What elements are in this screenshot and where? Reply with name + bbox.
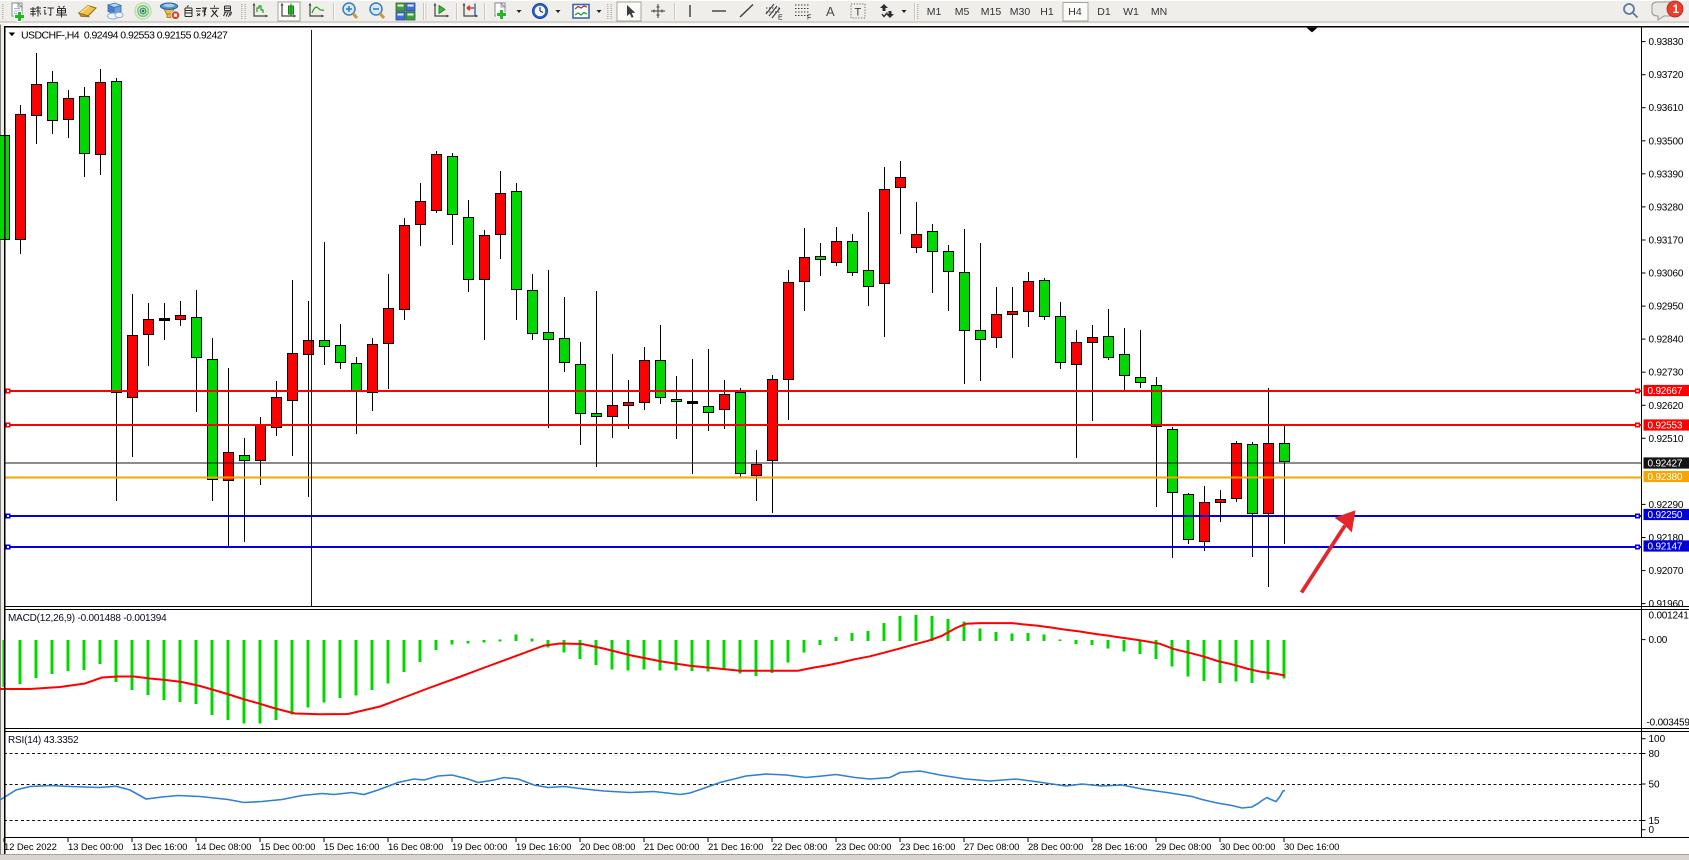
svg-text:80: 80 <box>1649 749 1661 760</box>
svg-text:21 Dec 16:00: 21 Dec 16:00 <box>708 842 763 853</box>
svg-text:F: F <box>807 15 811 22</box>
svg-text:23 Dec 16:00: 23 Dec 16:00 <box>900 842 955 853</box>
svg-text:0.92950: 0.92950 <box>1649 302 1684 313</box>
svg-text:0.92147: 0.92147 <box>1648 542 1683 553</box>
svg-text:H4: H4 <box>1068 6 1082 18</box>
svg-text:MACD(12,26,9) -0.001488 -0.001: MACD(12,26,9) -0.001488 -0.001394 <box>8 613 167 624</box>
svg-text:0.93720: 0.93720 <box>1649 70 1684 81</box>
svg-text:13 Dec 16:00: 13 Dec 16:00 <box>132 842 187 853</box>
svg-text:0.00: 0.00 <box>1649 635 1668 646</box>
svg-text:RSI(14) 43.3352: RSI(14) 43.3352 <box>8 735 79 746</box>
svg-text:M5: M5 <box>955 6 970 18</box>
svg-text:0.93280: 0.93280 <box>1649 202 1684 213</box>
svg-text:0.93170: 0.93170 <box>1649 236 1684 247</box>
svg-text:16 Dec 08:00: 16 Dec 08:00 <box>388 842 443 853</box>
svg-text:0.92290: 0.92290 <box>1649 500 1684 511</box>
svg-text:14 Dec 08:00: 14 Dec 08:00 <box>196 842 251 853</box>
svg-text:0.91960: 0.91960 <box>1649 599 1684 610</box>
svg-text:30 Dec 00:00: 30 Dec 00:00 <box>1220 842 1275 853</box>
svg-text:28 Dec 16:00: 28 Dec 16:00 <box>1092 842 1147 853</box>
svg-text:E: E <box>778 15 783 22</box>
svg-text:0.92667: 0.92667 <box>1648 386 1683 397</box>
svg-text:0.93830: 0.93830 <box>1649 37 1684 48</box>
svg-text:23 Dec 00:00: 23 Dec 00:00 <box>836 842 891 853</box>
svg-text:22 Dec 08:00: 22 Dec 08:00 <box>772 842 827 853</box>
svg-text:15: 15 <box>1649 816 1661 827</box>
svg-text:0.92510: 0.92510 <box>1649 434 1684 445</box>
svg-text:0: 0 <box>1649 825 1655 836</box>
svg-text:0.93500: 0.93500 <box>1649 136 1684 147</box>
svg-text:-0.003459: -0.003459 <box>1647 718 1689 729</box>
svg-text:28 Dec 00:00: 28 Dec 00:00 <box>1028 842 1083 853</box>
svg-text:0.92380: 0.92380 <box>1648 472 1683 483</box>
svg-text:0.92553: 0.92553 <box>1648 421 1683 432</box>
svg-text:15 Dec 00:00: 15 Dec 00:00 <box>260 842 315 853</box>
svg-text:0.93610: 0.93610 <box>1649 103 1684 114</box>
svg-text:29 Dec 08:00: 29 Dec 08:00 <box>1156 842 1211 853</box>
svg-text:0.93390: 0.93390 <box>1649 169 1684 180</box>
svg-text:M15: M15 <box>981 6 1002 18</box>
svg-text:50: 50 <box>1649 780 1661 791</box>
svg-text:M30: M30 <box>1010 6 1031 18</box>
svg-text:D1: D1 <box>1097 6 1111 18</box>
svg-text:19 Dec 00:00: 19 Dec 00:00 <box>452 842 507 853</box>
svg-text:M1: M1 <box>927 6 942 18</box>
svg-text:12 Dec 2022: 12 Dec 2022 <box>4 842 57 853</box>
svg-text:W1: W1 <box>1123 6 1139 18</box>
svg-text:0.92250: 0.92250 <box>1648 510 1683 521</box>
svg-text:0.93060: 0.93060 <box>1649 269 1684 280</box>
svg-text:T: T <box>855 7 862 19</box>
svg-text:0.92620: 0.92620 <box>1649 401 1684 412</box>
svg-text:1: 1 <box>1673 4 1680 16</box>
svg-text:19 Dec 16:00: 19 Dec 16:00 <box>516 842 571 853</box>
svg-text:USDCHF-,H4 0.92494 0.92553 0.: USDCHF-,H4 0.92494 0.92553 0.92155 0.924… <box>21 30 228 42</box>
svg-text:27 Dec 08:00: 27 Dec 08:00 <box>964 842 1019 853</box>
svg-text:0.92730: 0.92730 <box>1649 368 1684 379</box>
svg-text:H1: H1 <box>1040 6 1054 18</box>
svg-text:21 Dec 00:00: 21 Dec 00:00 <box>644 842 699 853</box>
svg-text:30 Dec 16:00: 30 Dec 16:00 <box>1284 842 1339 853</box>
svg-text:13 Dec 00:00: 13 Dec 00:00 <box>68 842 123 853</box>
svg-text:0.92180: 0.92180 <box>1649 533 1684 544</box>
svg-text:15 Dec 16:00: 15 Dec 16:00 <box>324 842 379 853</box>
svg-text:MN: MN <box>1151 6 1167 18</box>
svg-text:0.001241: 0.001241 <box>1649 611 1689 622</box>
svg-text:0.92427: 0.92427 <box>1648 459 1683 470</box>
svg-text:100: 100 <box>1649 734 1666 745</box>
svg-text:0.92070: 0.92070 <box>1649 566 1684 577</box>
svg-text:A: A <box>826 4 835 19</box>
svg-text:0.92840: 0.92840 <box>1649 335 1684 346</box>
svg-text:20 Dec 08:00: 20 Dec 08:00 <box>580 842 635 853</box>
